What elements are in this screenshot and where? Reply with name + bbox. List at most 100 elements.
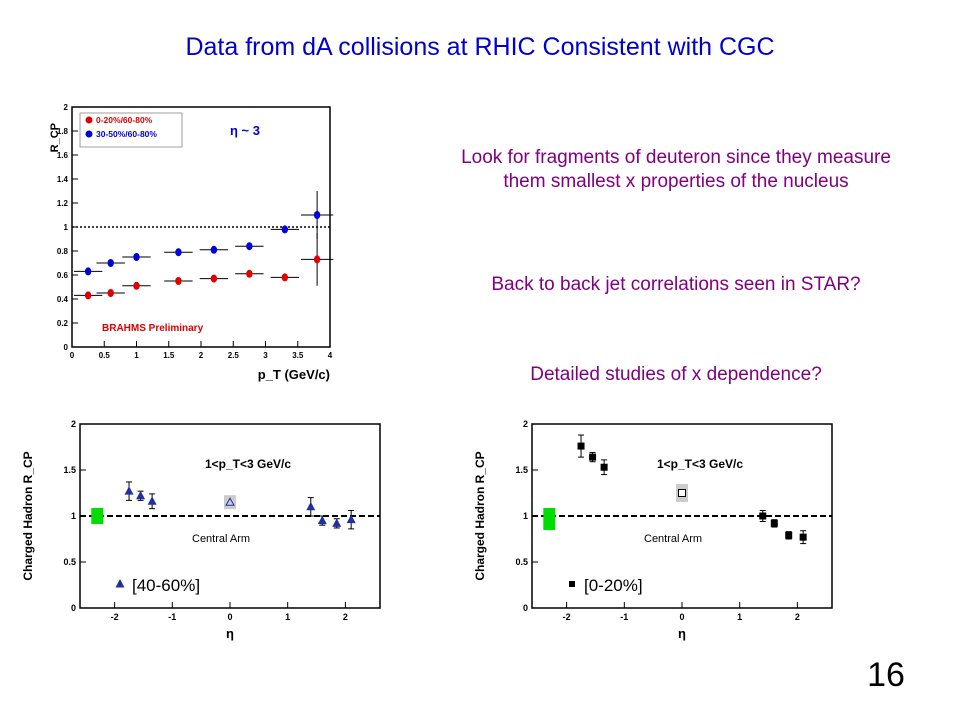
- eta-annotation: η ~ 3: [230, 123, 260, 138]
- y-tick-label: 0: [523, 603, 528, 613]
- pt-range-annotation: 1<p_T<3 GeV/c: [205, 457, 291, 471]
- x-tick-label: -1: [168, 612, 176, 622]
- data-point-red: [84, 291, 92, 300]
- legend-entry: 30-50%/60-80%: [96, 129, 157, 139]
- x-tick-label: -2: [563, 612, 571, 622]
- x-tick-label: 2: [199, 351, 204, 360]
- legend-marker-square: [569, 581, 575, 587]
- y-tick-label: 0: [64, 343, 69, 352]
- y-tick-label: 2: [523, 419, 528, 429]
- normalization-uncertainty-box: [543, 508, 556, 530]
- normalization-uncertainty-box: [91, 508, 104, 524]
- data-point-blue: [281, 225, 289, 234]
- y-tick-label: 0.2: [57, 319, 69, 328]
- x-tick-label: -1: [620, 612, 628, 622]
- y-tick-label: 0: [71, 603, 76, 613]
- legend-marker-triangle: [115, 579, 125, 588]
- data-point-red: [175, 277, 182, 285]
- x-tick-label: 2.5: [228, 351, 240, 360]
- x-tick-label: 0: [679, 612, 684, 622]
- brahms-preliminary-label: BRAHMS Preliminary: [102, 323, 204, 334]
- slide-title: Data from dA collisions at RHIC Consiste…: [185, 33, 775, 61]
- systematic-band: [224, 495, 236, 510]
- x-tick-label: 2: [795, 612, 800, 622]
- data-point-red: [281, 273, 289, 282]
- y-tick-label: 1.5: [63, 465, 76, 475]
- data-point-square: [785, 531, 793, 539]
- data-point-square: [589, 453, 597, 461]
- x-tick-label: -2: [111, 612, 119, 622]
- data-point-square: [770, 519, 778, 527]
- data-point-red: [133, 281, 140, 290]
- central-arm-label: Central Arm: [192, 533, 250, 545]
- legend-entry: 0-20%/60-80%: [96, 115, 153, 125]
- data-point-triangle: [332, 518, 342, 527]
- y-tick-label: 1: [523, 511, 528, 521]
- y-axis-label: Charged Hadron R_CP: [473, 451, 487, 580]
- y-tick-label: 1: [71, 511, 76, 521]
- phenix-rcp-40-60-chart: 0 0.5 1 1.5 2 -2 -1 0 1 2 Charged Hadron R_CP η 1<p_…: [21, 419, 381, 641]
- data-point-open-triangle: [225, 497, 235, 506]
- data-point-square: [577, 442, 585, 450]
- x-tick-label: 0.5: [99, 351, 111, 360]
- central-arm-label: Central Arm: [644, 533, 702, 545]
- data-point-red: [313, 255, 321, 264]
- y-axis-label: Charged Hadron R_CP: [21, 451, 35, 580]
- legend-marker-red: [85, 116, 93, 124]
- y-tick-label: 1: [64, 223, 69, 232]
- data-point-blue: [133, 253, 140, 261]
- x-tick-label: 2: [343, 612, 348, 622]
- x-axis-label: p_T (GeV/c): [258, 367, 330, 382]
- y-tick-label: 2: [71, 419, 76, 429]
- data-point-triangle: [124, 486, 134, 495]
- y-tick-label: 0.6: [57, 271, 69, 280]
- phenix-rcp-0-20-chart: 0 0.5 1 1.5 2 -2 -1 0 1 2 Charged Hadron R_CP η 1<p_…: [473, 419, 833, 641]
- y-axis-label: R_CP: [49, 123, 61, 152]
- data-point-square: [759, 512, 767, 520]
- y-tick-label: 1.6: [57, 151, 69, 160]
- data-point-blue: [210, 245, 218, 254]
- brahms-rcp-chart: 0 0.2 0.4 0.6 0.8 1 1.2 1.4 1.6 1.8 2 0 0.5 1 1.5 2 2.5 3…: [49, 103, 334, 382]
- legend-entry: [40-60%]: [132, 576, 200, 595]
- x-tick-label: 4: [328, 351, 333, 360]
- data-point-open-square: [678, 489, 686, 497]
- note-jet-correlations: Back to back jet correlations seen in ST…: [491, 274, 861, 295]
- data-point-red: [107, 289, 114, 297]
- data-point-red: [210, 274, 218, 283]
- note-deuteron-fragments: Look for fragments of deuteron since the…: [461, 147, 891, 192]
- legend-box: [79, 112, 183, 148]
- data-point-triangle: [306, 501, 316, 511]
- data-point-blue: [313, 211, 321, 219]
- note-x-dependence: Detailed studies of x dependence?: [530, 364, 822, 385]
- data-point-triangle: [147, 496, 157, 505]
- x-tick-label: 3: [263, 351, 268, 360]
- data-point-square: [799, 533, 807, 541]
- x-tick-label: 1: [134, 351, 139, 360]
- data-point-blue: [246, 242, 253, 251]
- x-axis-label: η: [678, 626, 686, 641]
- x-tick-label: 1: [737, 612, 742, 622]
- x-tick-label: 0: [70, 351, 75, 360]
- y-tick-label: 0.4: [57, 295, 69, 304]
- data-point-blue: [175, 248, 182, 257]
- data-point-red: [246, 269, 253, 278]
- data-point-blue: [107, 259, 114, 267]
- y-tick-label: 1.5: [515, 465, 528, 475]
- x-axis-label: η: [226, 626, 234, 641]
- y-tick-label: 0.5: [515, 557, 528, 567]
- legend-marker-blue: [85, 130, 93, 138]
- x-tick-label: 0: [227, 612, 232, 622]
- data-point-triangle: [346, 514, 356, 524]
- y-tick-label: 1.2: [57, 199, 69, 208]
- y-tick-label: 1.4: [57, 175, 69, 184]
- x-tick-label: 3.5: [292, 351, 304, 360]
- y-tick-label: 2: [64, 103, 69, 112]
- page-number: 16: [867, 656, 905, 694]
- y-tick-label: 1.8: [57, 127, 69, 136]
- y-tick-label: 0.5: [63, 557, 76, 567]
- pt-range-annotation: 1<p_T<3 GeV/c: [657, 457, 743, 471]
- data-point-triangle: [317, 515, 327, 525]
- y-tick-label: 0.8: [57, 247, 69, 256]
- data-point-triangle: [136, 490, 146, 500]
- x-tick-label: 1: [285, 612, 290, 622]
